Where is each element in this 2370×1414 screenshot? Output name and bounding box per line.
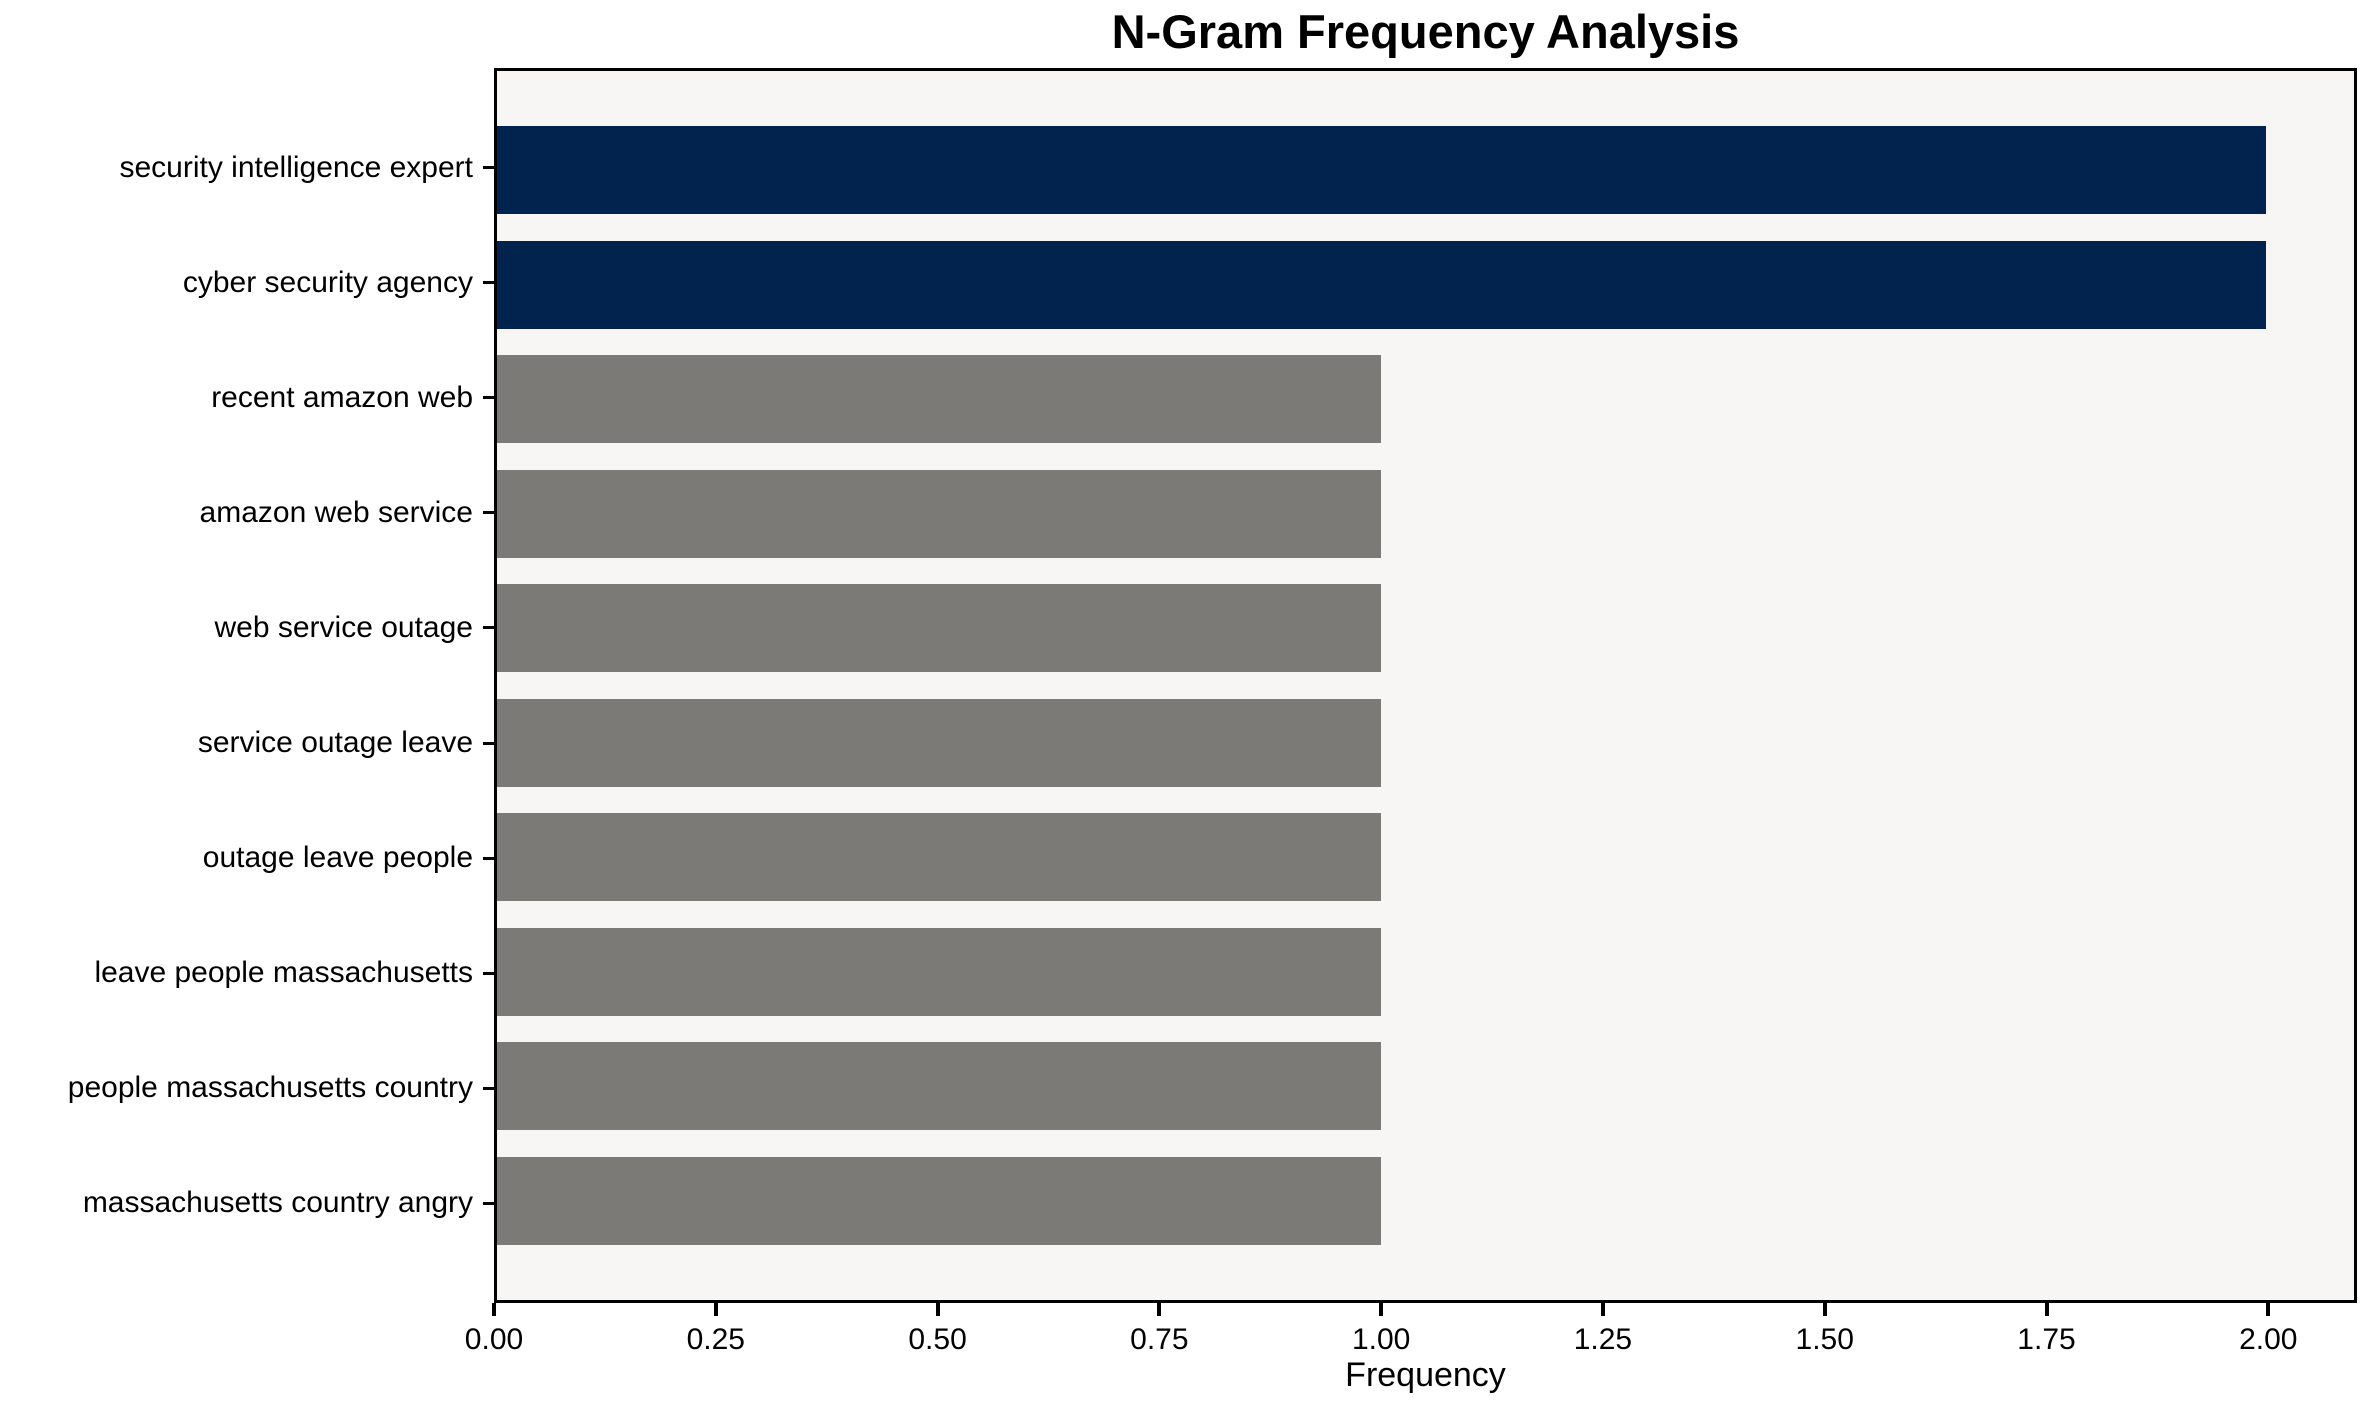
y-tick-label: people massachusetts country bbox=[67, 1071, 473, 1105]
y-tick-label: leave people massachusetts bbox=[94, 956, 473, 990]
x-tick-label: 1.00 bbox=[1351, 1323, 1411, 1356]
bar-row bbox=[497, 1029, 2354, 1144]
x-tick-label: 1.50 bbox=[1795, 1323, 1854, 1356]
y-tick-label: amazon web service bbox=[199, 495, 473, 529]
bar-9 bbox=[497, 1156, 1382, 1245]
x-tick-mark bbox=[2266, 1303, 2271, 1316]
bar-row bbox=[497, 457, 2354, 572]
x-tick-mark bbox=[2044, 1303, 2049, 1316]
x-tick-mark bbox=[935, 1303, 940, 1316]
bar-5 bbox=[497, 698, 1382, 787]
y-tick-mark bbox=[483, 1086, 494, 1090]
y-tick-row: leave people massachusetts bbox=[0, 916, 494, 1031]
bar-8 bbox=[497, 1042, 1382, 1131]
y-tick-row: massachusetts country angry bbox=[0, 1146, 494, 1261]
y-tick-row: people massachusetts country bbox=[0, 1031, 494, 1146]
x-tick-label: 1.25 bbox=[1573, 1323, 1633, 1356]
x-tick-label: 0.00 bbox=[464, 1323, 524, 1356]
x-axis-label: Frequency bbox=[1345, 1356, 1506, 1394]
plot-area bbox=[494, 68, 2357, 1303]
y-tick-row: outage leave people bbox=[0, 801, 494, 916]
y-tick-row: cyber security agency bbox=[0, 225, 494, 340]
y-tick-mark bbox=[483, 396, 494, 400]
bar-1 bbox=[497, 240, 2266, 329]
y-tick-mark bbox=[483, 166, 494, 170]
x-axis: 0.00 0.25 0.50 0.75 1.00 1.25 1.50 1.75 2.00 bbox=[465, 1303, 2357, 1413]
y-tick-label: service outage leave bbox=[197, 726, 473, 760]
y-tick-label: recent amazon web bbox=[211, 380, 473, 414]
bar-row bbox=[497, 686, 2354, 801]
y-tick-label: outage leave people bbox=[202, 841, 473, 875]
y-tick-row: recent amazon web bbox=[0, 340, 494, 455]
bar-row bbox=[497, 1144, 2354, 1259]
x-tick-label: 2.00 bbox=[2239, 1323, 2298, 1356]
x-tick-label: 0.25 bbox=[686, 1323, 745, 1356]
y-tick-mark bbox=[483, 511, 494, 515]
bar-row bbox=[497, 113, 2354, 228]
y-tick-label: cyber security agency bbox=[182, 265, 473, 299]
bar-6 bbox=[497, 813, 1382, 902]
y-tick-mark bbox=[483, 626, 494, 630]
x-tick-label: 0.75 bbox=[1130, 1323, 1189, 1356]
y-tick-mark bbox=[483, 741, 494, 745]
y-tick-mark bbox=[483, 856, 494, 860]
x-tick-mark bbox=[1822, 1303, 1827, 1316]
x-tick-label: 1.75 bbox=[2017, 1323, 2076, 1356]
x-tick-mark bbox=[492, 1303, 496, 1316]
x-tick-mark bbox=[1379, 1303, 1384, 1316]
y-tick-row: security intelligence expert bbox=[0, 110, 494, 225]
chart-title: N-Gram Frequency Analysis bbox=[1111, 5, 1740, 58]
bar-2 bbox=[497, 355, 1382, 444]
y-tick-label: web service outage bbox=[214, 610, 474, 644]
bar-row bbox=[497, 571, 2354, 686]
bar-7 bbox=[497, 927, 1382, 1016]
bar-0 bbox=[497, 126, 2266, 215]
bar-row bbox=[497, 342, 2354, 457]
bar-3 bbox=[497, 469, 1382, 558]
y-tick-row: amazon web service bbox=[0, 455, 494, 570]
bars-container bbox=[497, 113, 2354, 1258]
bar-row bbox=[497, 228, 2354, 343]
bar-row bbox=[497, 915, 2354, 1030]
y-tick-label: massachusetts country angry bbox=[82, 1186, 473, 1220]
x-tick-mark bbox=[1157, 1303, 1162, 1316]
bar-row bbox=[497, 800, 2354, 915]
x-tick-mark bbox=[1600, 1303, 1605, 1316]
y-axis: security intelligence expert cyber securi… bbox=[0, 110, 494, 1261]
y-tick-label: security intelligence expert bbox=[119, 150, 473, 184]
x-tick-label: 0.50 bbox=[908, 1323, 967, 1356]
x-tick-mark bbox=[713, 1303, 718, 1316]
y-tick-mark bbox=[483, 971, 494, 975]
y-tick-mark bbox=[483, 281, 494, 285]
y-tick-mark bbox=[483, 1201, 494, 1205]
y-tick-row: service outage leave bbox=[0, 685, 494, 800]
bar-4 bbox=[497, 584, 1382, 673]
y-tick-row: web service outage bbox=[0, 570, 494, 685]
